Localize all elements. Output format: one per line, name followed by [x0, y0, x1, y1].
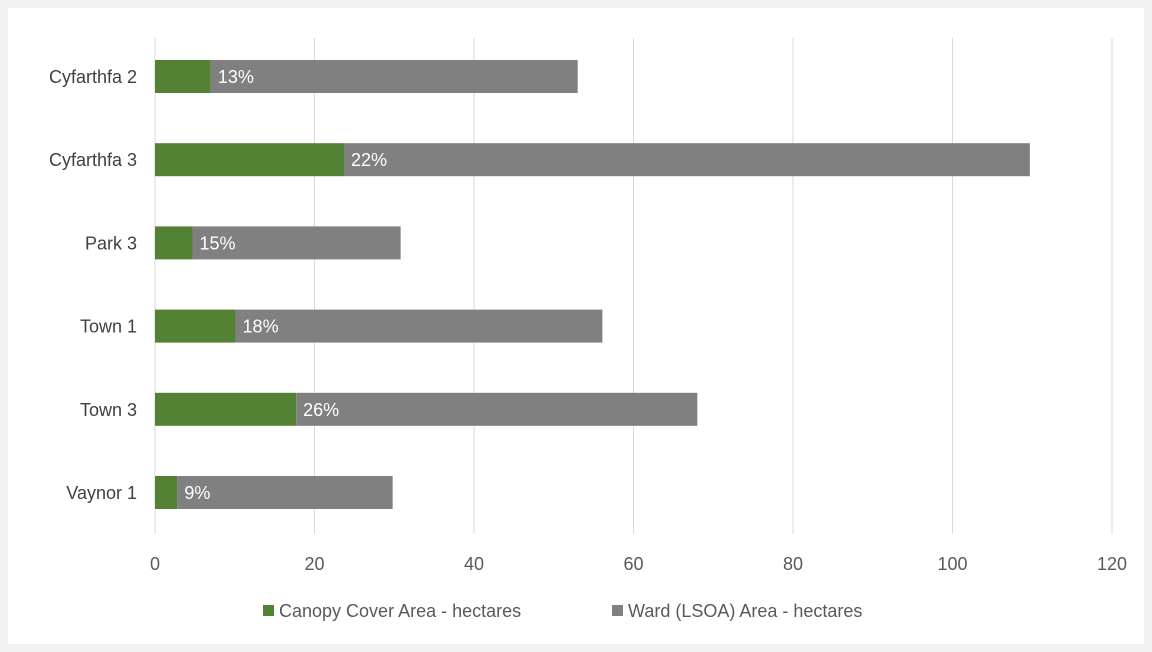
category-label: Vaynor 1: [66, 483, 137, 503]
legend-label: Canopy Cover Area - hectares: [279, 601, 521, 621]
x-axis-ticks: 0 20 40 60 80 100 120: [150, 554, 1127, 574]
data-label: 22%: [351, 150, 387, 170]
category-label: Cyfarthfa 2: [49, 67, 137, 87]
x-tick-label: 100: [937, 554, 967, 574]
x-tick-label: 0: [150, 554, 160, 574]
bar-canopy-town-1: [155, 309, 236, 343]
bar-canopy-vaynor-1: [155, 476, 178, 509]
category-labels: Cyfarthfa 2 Cyfarthfa 3 Park 3 Town 1 Town 3…: [49, 67, 137, 503]
x-tick-label: 40: [464, 554, 484, 574]
bars: [155, 60, 1030, 509]
bar-canopy-town-3: [155, 392, 297, 426]
data-label: 15%: [199, 233, 235, 253]
category-label: Town 3: [80, 400, 137, 420]
legend-swatch: [263, 605, 274, 616]
x-tick-label: 20: [304, 554, 324, 574]
category-label: Town 1: [80, 317, 137, 337]
bar-ward-park-3: [192, 226, 401, 260]
bar-canopy-cyfarthfa-2: [155, 60, 211, 93]
category-label: Park 3: [85, 233, 137, 253]
x-tick-label: 120: [1097, 554, 1127, 574]
bar-chart: 13% 22% 15% 18% 26% 9% Cyfarthfa 2 Cyfarthfa 3…: [49, 38, 1127, 621]
data-label: 13%: [218, 67, 254, 87]
chart-area: 13% 22% 15% 18% 26% 9% Cyfarthfa 2 Cyfarthfa 3…: [8, 8, 1144, 644]
bar-ward-town-3: [296, 392, 698, 426]
bar-canopy-cyfarthfa-3: [155, 143, 345, 177]
bar-ward-cyfarthfa-2: [210, 60, 578, 93]
bar-canopy-park-3: [155, 226, 193, 260]
data-labels: 13% 22% 15% 18% 26% 9%: [184, 67, 387, 503]
bar-ward-vaynor-1: [177, 476, 393, 509]
x-tick-label: 80: [783, 554, 803, 574]
gridlines: [154, 38, 1113, 534]
bar-ward-town-1: [235, 309, 603, 343]
data-label: 26%: [303, 400, 339, 420]
legend: Canopy Cover Area - hectares Ward (LSOA) …: [263, 601, 862, 621]
data-label: 18%: [243, 317, 279, 337]
legend-swatch: [612, 605, 623, 616]
legend-label: Ward (LSOA) Area - hectares: [628, 601, 862, 621]
bar-ward-cyfarthfa-3: [344, 143, 1030, 177]
x-tick-label: 60: [623, 554, 643, 574]
data-label: 9%: [184, 483, 210, 503]
category-label: Cyfarthfa 3: [49, 150, 137, 170]
